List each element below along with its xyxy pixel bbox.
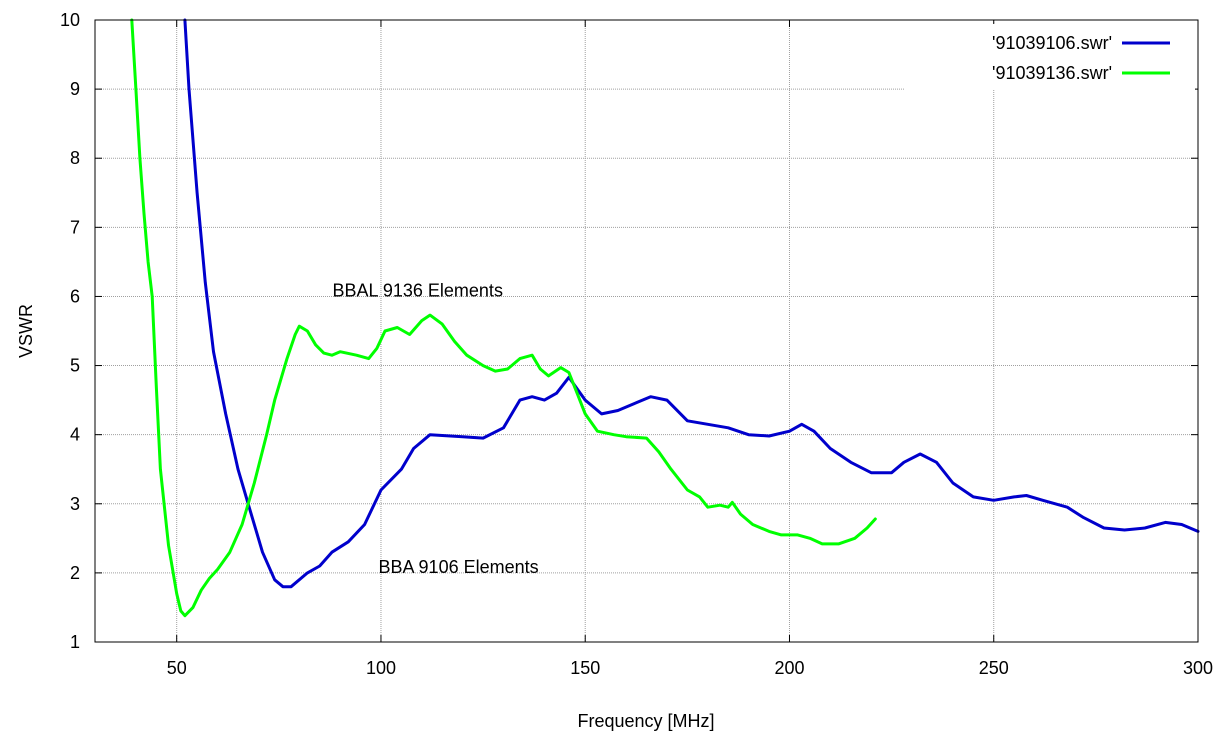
y-tick-label: 4 (70, 425, 80, 445)
y-tick-label: 1 (70, 632, 80, 652)
x-tick-label: 100 (366, 658, 396, 678)
annotation-label: BBA 9106 Elements (379, 557, 539, 577)
y-tick-label: 10 (60, 10, 80, 30)
plot-frame (94, 19, 1199, 643)
x-tick-label: 300 (1183, 658, 1213, 678)
series-line-1 (183, 18, 1200, 589)
annotation-label: BBAL 9136 Elements (333, 280, 503, 300)
y-tick-label: 9 (70, 79, 80, 99)
x-tick-label: 200 (774, 658, 804, 678)
y-tick-label: 5 (70, 356, 80, 376)
legend-label-series-1: '91039106.swr' (992, 33, 1112, 53)
y-tick-label: 6 (70, 286, 80, 306)
legend-label-series-2: '91039136.swr' (992, 63, 1112, 83)
axis-ticks: 50 100 150 200 250 300 1 2 3 4 5 6 7 8 9 10 (60, 10, 1213, 678)
y-tick-label: 7 (70, 217, 80, 237)
x-axis-label: Frequency [MHz] (577, 711, 714, 731)
legend-background (905, 24, 1195, 90)
series-lines (130, 18, 1200, 618)
legend: '91039106.swr' '91039136.swr' (992, 33, 1170, 83)
y-tick-label: 2 (70, 563, 80, 583)
y-axis-label: VSWR (16, 304, 36, 358)
x-tick-label: 50 (167, 658, 187, 678)
y-tick-label: 8 (70, 148, 80, 168)
x-tick-label: 150 (570, 658, 600, 678)
x-tick-label: 250 (979, 658, 1009, 678)
annotations: BBAL 9136 Elements BBA 9106 Elements (333, 280, 539, 576)
y-tick-label: 3 (70, 494, 80, 514)
series-line-2 (130, 18, 877, 618)
